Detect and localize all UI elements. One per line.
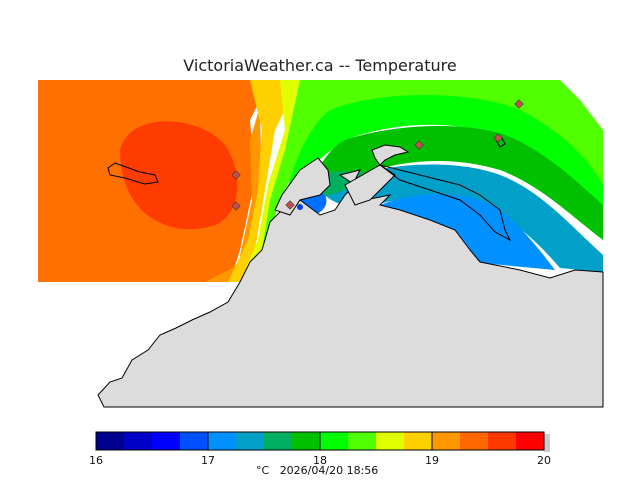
land-island-left xyxy=(107,162,159,185)
legend-tick-label: 18 xyxy=(313,454,327,467)
legend-swatch xyxy=(320,432,348,450)
legend-swatch xyxy=(96,432,124,450)
legend-tick-label: 20 xyxy=(537,454,551,467)
unit-label: °C xyxy=(256,464,270,477)
land-long-spit xyxy=(379,164,512,242)
legend-tick-label: 17 xyxy=(201,454,215,467)
station-marker[interactable] xyxy=(231,170,241,180)
band-yellowgreen xyxy=(240,80,330,282)
legend-swatch xyxy=(292,432,320,450)
legend-tick-label: 19 xyxy=(425,454,439,467)
timestamp-label: 2026/04/20 18:56 xyxy=(279,464,379,477)
legend-shadow xyxy=(544,434,550,452)
station-marker[interactable] xyxy=(493,133,503,143)
stations xyxy=(231,99,524,211)
band-blue-light xyxy=(380,194,555,270)
band-teal xyxy=(325,164,603,272)
legend-swatch xyxy=(432,432,460,450)
legend-swatch xyxy=(404,432,432,450)
land-spit-north xyxy=(371,144,410,166)
legend-caption: °C 2026/04/20 18:56 xyxy=(256,464,378,477)
legend-swatch xyxy=(236,432,264,450)
legend-swatch xyxy=(516,432,544,450)
station-marker[interactable] xyxy=(414,140,424,150)
color-legend-swatches xyxy=(95,431,550,452)
map-title: VictoriaWeather.ca -- Temperature xyxy=(183,56,457,75)
legend-swatch xyxy=(264,432,292,450)
legend-swatch xyxy=(124,432,152,450)
legend-tick-label: 16 xyxy=(89,454,103,467)
band-hot xyxy=(120,121,238,230)
station-marker[interactable] xyxy=(297,204,303,210)
band-green-bright xyxy=(280,95,603,220)
legend-swatch xyxy=(376,432,404,450)
station-marker[interactable] xyxy=(285,200,295,210)
legend-swatch xyxy=(152,432,180,450)
legend-swatch xyxy=(348,432,376,450)
legend-swatch xyxy=(180,432,208,450)
band-yellow xyxy=(228,80,300,282)
station-marker[interactable] xyxy=(514,99,524,109)
land-upper-left-peninsula xyxy=(274,157,331,216)
land xyxy=(97,137,604,408)
station-marker[interactable] xyxy=(231,201,241,211)
legend-swatch xyxy=(488,432,516,450)
legend-swatch xyxy=(208,432,236,450)
legend-swatch xyxy=(460,432,488,450)
